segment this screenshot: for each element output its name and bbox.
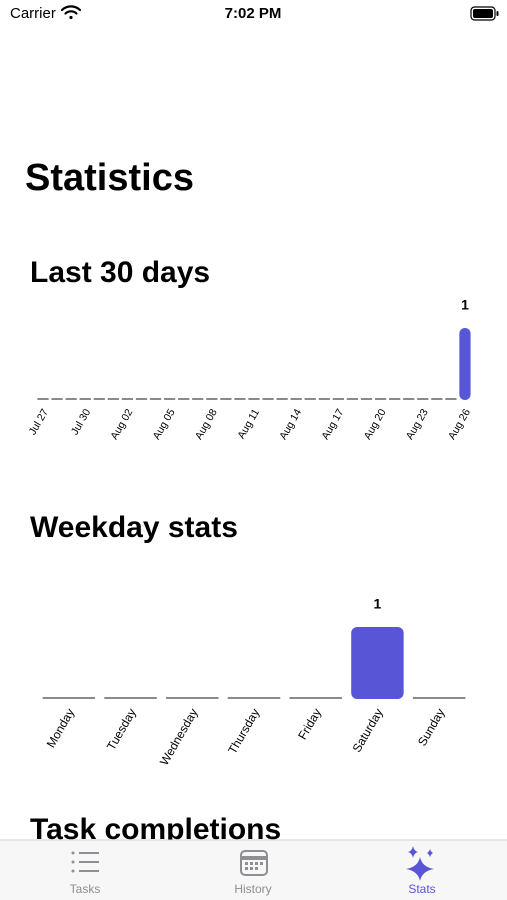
empty-bar xyxy=(192,398,204,400)
empty-bar xyxy=(417,398,429,400)
empty-bar xyxy=(65,398,77,400)
x-tick-label: Aug 14 xyxy=(277,407,304,442)
empty-bar xyxy=(227,697,281,699)
x-tick-label: Wednesday xyxy=(157,706,201,768)
history-icon xyxy=(240,850,268,876)
empty-bar xyxy=(332,398,345,400)
empty-bar xyxy=(403,398,415,400)
page-title: Statistics xyxy=(25,157,194,199)
empty-bar xyxy=(206,398,218,400)
tab-label[interactable]: Tasks xyxy=(70,882,101,896)
empty-bar xyxy=(51,398,63,400)
empty-bar xyxy=(389,398,401,400)
x-tick-label: Aug 20 xyxy=(362,407,389,442)
x-tick-label: Jul 27 xyxy=(27,407,51,437)
x-tick-label: Monday xyxy=(44,706,77,750)
bar xyxy=(459,328,471,400)
value-label: 1 xyxy=(374,596,382,612)
empty-bar xyxy=(304,398,316,400)
empty-bar xyxy=(360,398,373,400)
x-tick-label: Aug 08 xyxy=(193,407,220,442)
empty-bar xyxy=(166,697,219,699)
empty-bar xyxy=(220,398,232,400)
bar xyxy=(351,627,404,699)
empty-bar xyxy=(318,398,330,400)
x-tick-label: Jul 30 xyxy=(69,407,93,437)
empty-bar xyxy=(412,697,466,699)
x-tick-label: Thursday xyxy=(225,706,262,756)
empty-bar xyxy=(248,398,260,400)
empty-bar xyxy=(431,398,443,400)
x-tick-label: Aug 17 xyxy=(319,407,346,442)
x-tick-label: Aug 26 xyxy=(446,407,473,442)
empty-bar xyxy=(104,697,157,699)
carrier: Carrier xyxy=(10,5,56,22)
tab-label[interactable]: Stats xyxy=(408,882,435,896)
section-title: Weekday stats xyxy=(30,511,238,544)
empty-bar xyxy=(37,398,49,400)
empty-bar xyxy=(79,398,91,400)
empty-bar xyxy=(107,398,119,400)
empty-bar xyxy=(42,697,96,699)
empty-bar xyxy=(289,697,342,699)
empty-bar xyxy=(346,398,359,400)
empty-bar xyxy=(135,398,148,400)
empty-bar xyxy=(163,398,176,400)
value-label: 1 xyxy=(461,297,469,313)
tasks-icon xyxy=(71,851,99,873)
battery-icon xyxy=(470,6,499,21)
empty-bar xyxy=(149,398,162,400)
x-tick-label: Aug 23 xyxy=(404,407,431,442)
clock: 7:02 PM xyxy=(225,5,282,22)
x-tick-label: Sunday xyxy=(415,706,447,748)
empty-bar xyxy=(445,398,457,400)
empty-bar xyxy=(121,398,134,400)
x-tick-label: Aug 11 xyxy=(235,407,262,441)
tabs: Tasks History Stats xyxy=(70,882,436,896)
empty-bar xyxy=(374,398,387,400)
empty-bar xyxy=(93,398,105,400)
empty-bar xyxy=(290,398,302,400)
x-tick-label: Friday xyxy=(295,706,324,742)
x-tick-label: Tuesday xyxy=(104,706,139,752)
empty-bar xyxy=(262,398,274,400)
x-tick-label: Saturday xyxy=(350,706,386,755)
empty-bar xyxy=(234,398,246,400)
empty-bar xyxy=(276,398,288,400)
empty-bar xyxy=(178,398,190,400)
wifi-icon xyxy=(60,5,82,20)
x-tick-label: Aug 05 xyxy=(151,407,178,442)
section-title: Last 30 days xyxy=(30,256,210,289)
x-tick-label: Aug 02 xyxy=(108,407,135,442)
stats-icon xyxy=(406,846,434,881)
tab-label[interactable]: History xyxy=(234,882,271,896)
